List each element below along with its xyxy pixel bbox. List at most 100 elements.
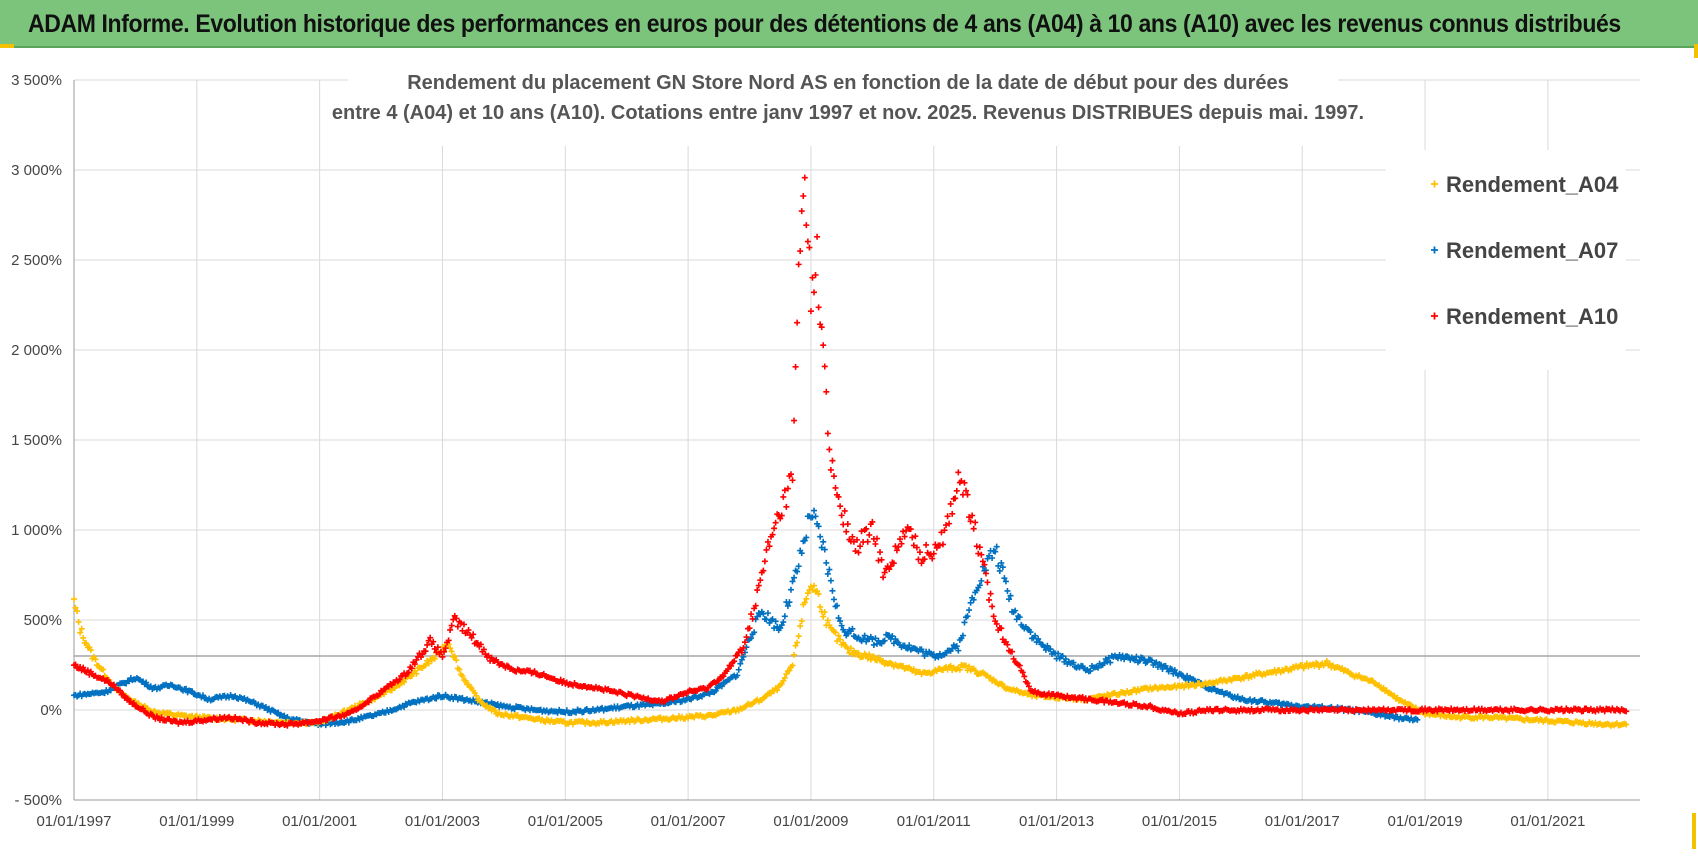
series-point xyxy=(737,646,744,653)
x-tick-label: 01/01/2011 xyxy=(897,813,971,830)
series-point xyxy=(431,655,438,662)
series-point xyxy=(877,549,884,556)
series-point xyxy=(854,536,860,543)
series-point xyxy=(901,533,908,540)
series-point xyxy=(949,510,956,517)
series-point xyxy=(999,681,1006,688)
series-point xyxy=(473,692,480,699)
series-point xyxy=(838,512,845,519)
series-point xyxy=(755,582,762,589)
series-point xyxy=(416,650,423,657)
series-point xyxy=(847,645,854,652)
series-point xyxy=(480,646,487,653)
series-point xyxy=(427,634,434,641)
y-tick-label: 0% xyxy=(40,702,62,719)
series-point xyxy=(850,647,857,654)
series-point xyxy=(477,641,484,648)
series-point xyxy=(843,528,850,535)
series-point xyxy=(715,677,722,684)
series-point xyxy=(731,658,738,665)
series-point xyxy=(921,652,928,659)
series-point xyxy=(979,558,986,565)
series-point xyxy=(976,582,983,589)
series-point xyxy=(459,672,466,679)
series-point xyxy=(1095,664,1102,671)
series-point xyxy=(930,550,937,557)
series-point xyxy=(815,590,822,597)
series-point xyxy=(827,466,834,473)
legend-label: Rendement_A10 xyxy=(1446,304,1618,329)
series-point xyxy=(791,574,798,581)
series-point xyxy=(866,531,873,538)
series-point xyxy=(1148,657,1155,664)
series-point xyxy=(456,666,463,673)
series-point xyxy=(973,543,980,550)
series-point xyxy=(818,324,825,331)
series-point xyxy=(910,666,917,673)
series-point xyxy=(718,683,725,690)
series-point xyxy=(573,709,580,716)
y-tick-label: 500% xyxy=(24,612,62,629)
legend-label: Rendement_A07 xyxy=(1446,238,1618,263)
series-point xyxy=(413,656,420,663)
series-point xyxy=(864,538,871,545)
series-point xyxy=(846,649,853,656)
series-point xyxy=(1079,694,1086,701)
series-point xyxy=(794,639,801,646)
series-point xyxy=(794,568,801,575)
series-point xyxy=(769,531,776,538)
series-point xyxy=(450,616,457,623)
series-point xyxy=(1339,665,1346,672)
series-point xyxy=(1001,575,1008,582)
series-point xyxy=(470,631,477,638)
series-point xyxy=(1019,669,1026,676)
series-point xyxy=(749,615,756,622)
series-point xyxy=(789,578,796,585)
series-point xyxy=(772,519,779,526)
series-point xyxy=(778,512,785,519)
series-point xyxy=(430,638,437,645)
series-point xyxy=(1184,672,1191,679)
series-point xyxy=(895,543,902,550)
series-point xyxy=(870,653,877,660)
series-point xyxy=(809,274,816,281)
series-point xyxy=(74,608,81,615)
series-point xyxy=(880,574,887,581)
series-point xyxy=(1035,635,1042,642)
series-point xyxy=(964,613,971,620)
series-point xyxy=(941,527,948,534)
series-point xyxy=(413,670,420,677)
series-point xyxy=(998,625,1005,632)
series-point xyxy=(740,653,747,660)
series-point xyxy=(531,668,538,675)
series-point xyxy=(424,641,431,648)
series-point xyxy=(120,691,127,698)
series-point xyxy=(754,613,761,620)
series-point xyxy=(999,564,1006,571)
series-point xyxy=(801,174,808,181)
series-point xyxy=(861,632,868,639)
series-point xyxy=(1288,666,1295,673)
series-point xyxy=(1101,660,1108,667)
series-point xyxy=(978,577,985,584)
series-point xyxy=(780,493,787,500)
chart-area: - 500% 0% 500% 1 000% 1 500% 2 000% 2 500% 3 00… xyxy=(11,68,1640,830)
series-point xyxy=(972,519,979,526)
series-point xyxy=(441,648,448,655)
series-point xyxy=(766,543,773,550)
series-point xyxy=(130,700,137,707)
series-point xyxy=(401,679,408,686)
series-point xyxy=(943,522,950,529)
series-point xyxy=(792,363,799,370)
series-point xyxy=(75,618,82,625)
series-point xyxy=(961,479,968,486)
series-point xyxy=(830,473,837,480)
series-point xyxy=(757,577,764,584)
series-point xyxy=(972,667,979,674)
series-point xyxy=(921,556,928,563)
series-point xyxy=(912,533,919,540)
series-point xyxy=(844,521,851,528)
series-point xyxy=(872,635,879,642)
series-point xyxy=(807,308,814,315)
series-point xyxy=(1070,659,1077,666)
